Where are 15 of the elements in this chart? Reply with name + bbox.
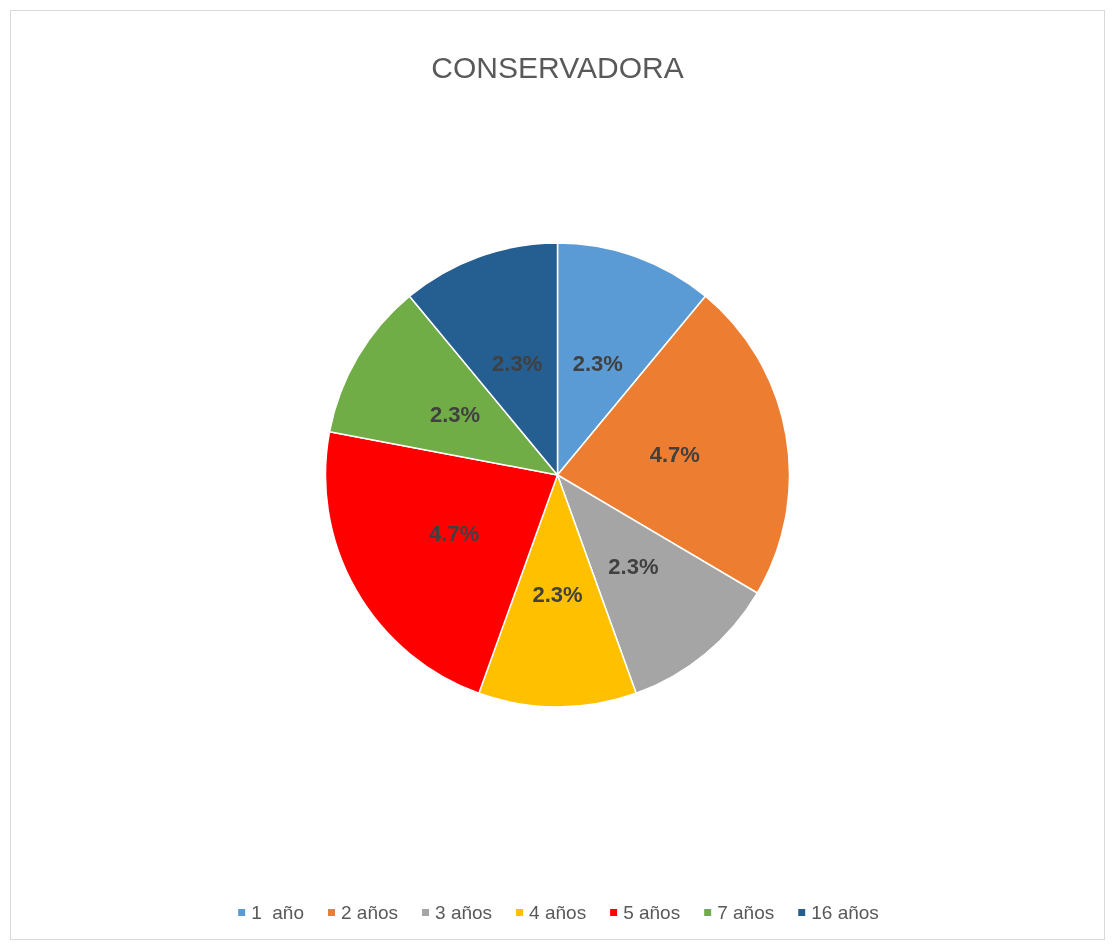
legend-label: 1 año	[251, 902, 304, 923]
legend-label: 16 años	[811, 902, 879, 923]
legend-label: 2 años	[340, 902, 399, 923]
data-label: 2.3%	[429, 401, 481, 427]
data-label: 2.3%	[608, 554, 659, 580]
data-label: 2.3%	[532, 581, 583, 607]
legend-label: 5 años	[623, 902, 681, 923]
data-label: 4.7%	[429, 521, 480, 547]
data-label: 4.7%	[649, 442, 700, 468]
data-label: 2.3%	[572, 350, 623, 376]
legend-label: 3 años	[435, 902, 493, 923]
legend-label: 4 años	[529, 902, 587, 923]
legend-label: 7 años	[717, 902, 775, 923]
chart-title: CONSERVADORA	[431, 50, 684, 84]
data-label: 2.3%	[492, 350, 543, 376]
